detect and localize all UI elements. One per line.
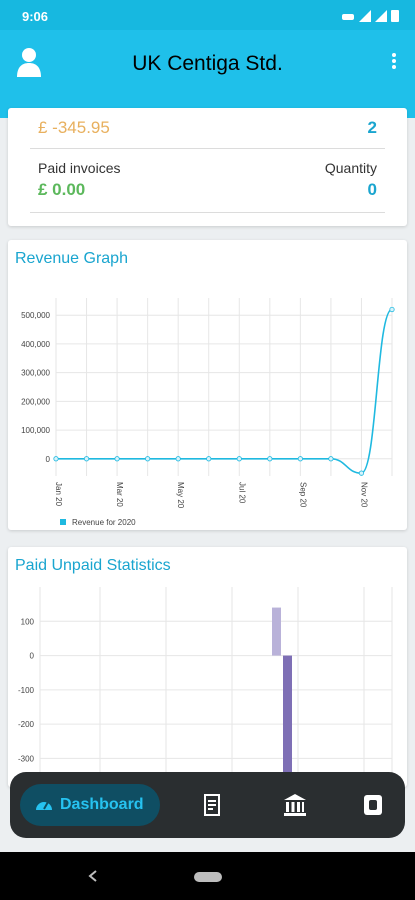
- legend-label: Revenue for 2020: [72, 518, 136, 527]
- signal-icon: [359, 9, 371, 22]
- x-tick-label: Mar 20: [115, 482, 124, 507]
- speedometer-icon: [36, 801, 52, 810]
- profile-icon[interactable]: [16, 47, 42, 77]
- revenue-graph-title: Revenue Graph: [15, 250, 128, 267]
- y-tick-label: -200: [18, 720, 35, 729]
- data-point: [358, 470, 365, 476]
- unpaid-quantity: 2: [367, 118, 377, 137]
- quantity-value: 0: [367, 180, 377, 199]
- y-tick-label: 0: [46, 455, 51, 464]
- x-tick-label: Sep 20: [298, 482, 307, 508]
- paid-unpaid-bar-chart: 100 0 -100 -200 -300: [18, 587, 393, 787]
- data-point: [145, 456, 151, 462]
- app-bar: [0, 30, 415, 118]
- home-button[interactable]: [194, 872, 222, 882]
- paid-unpaid-title: Paid Unpaid Statistics: [15, 557, 171, 574]
- bottom-navigation: Dashboard: [10, 772, 405, 838]
- quantity-label: Quantity: [324, 160, 377, 176]
- divider: [30, 212, 385, 213]
- series-line: [55, 308, 393, 474]
- paid-invoices-value: £ 0.00: [38, 180, 86, 199]
- y-tick-label: -300: [18, 754, 35, 763]
- revenue-line-chart: 0 100,000 200,000 300,000 400,000 500,000 Jan …: [21, 298, 395, 527]
- wallet-icon[interactable]: [360, 792, 386, 818]
- battery-icon: [391, 10, 399, 22]
- y-tick-label: 300,000: [21, 369, 50, 378]
- invoice-icon[interactable]: [200, 792, 226, 818]
- x-tick-label: Jan 20: [54, 482, 63, 507]
- back-icon[interactable]: [86, 868, 100, 884]
- data-point: [83, 456, 90, 462]
- wifi-icon: [375, 9, 387, 22]
- x-tick-label: Nov 20: [359, 482, 368, 508]
- data-point: [206, 456, 212, 462]
- x-tick-label: May 20: [176, 482, 185, 509]
- status-bar: 9:06: [0, 0, 415, 30]
- data-point: [297, 456, 303, 462]
- notification-icon: [342, 13, 354, 20]
- data-point: [389, 306, 395, 313]
- y-tick-label: 100,000: [21, 426, 50, 435]
- data-point: [328, 456, 334, 462]
- y-tick-label: 0: [30, 652, 35, 661]
- bank-icon[interactable]: [282, 792, 308, 818]
- data-point: [53, 456, 59, 462]
- bar: [272, 607, 281, 656]
- paid-unpaid-card: Paid Unpaid Statistics 100 0 -100 -200 -300: [8, 547, 407, 787]
- bar: [283, 655, 292, 775]
- data-point: [114, 456, 120, 462]
- status-time: 9:06: [22, 9, 49, 24]
- revenue-graph-card: Revenue Graph 0 100,000 200,000 300,000 400,…: [8, 240, 407, 530]
- nav-dashboard[interactable]: Dashboard: [20, 784, 160, 826]
- y-tick-label: -100: [18, 686, 35, 695]
- data-point: [236, 456, 242, 462]
- nav-dashboard-label: Dashboard: [60, 796, 144, 813]
- y-tick-label: 200,000: [21, 397, 50, 406]
- data-point: [267, 456, 273, 462]
- x-tick-label: Jul 20: [237, 482, 246, 504]
- y-tick-label: 100: [21, 617, 35, 626]
- y-tick-label: 500,000: [21, 311, 50, 320]
- page-title: UK Centiga Std.: [132, 52, 283, 75]
- y-tick-label: 400,000: [21, 340, 50, 349]
- status-icons: [341, 9, 399, 22]
- summary-card: £ -345.95 2 Paid invoices Quantity £ 0.0…: [8, 108, 407, 226]
- unpaid-amount: £ -345.95: [38, 118, 110, 137]
- legend-swatch: [60, 519, 66, 525]
- paid-invoices-label: Paid invoices: [38, 160, 121, 176]
- divider: [30, 148, 385, 149]
- data-point: [175, 456, 181, 462]
- system-navigation-bar: [0, 852, 415, 900]
- more-options-icon[interactable]: [391, 52, 397, 70]
